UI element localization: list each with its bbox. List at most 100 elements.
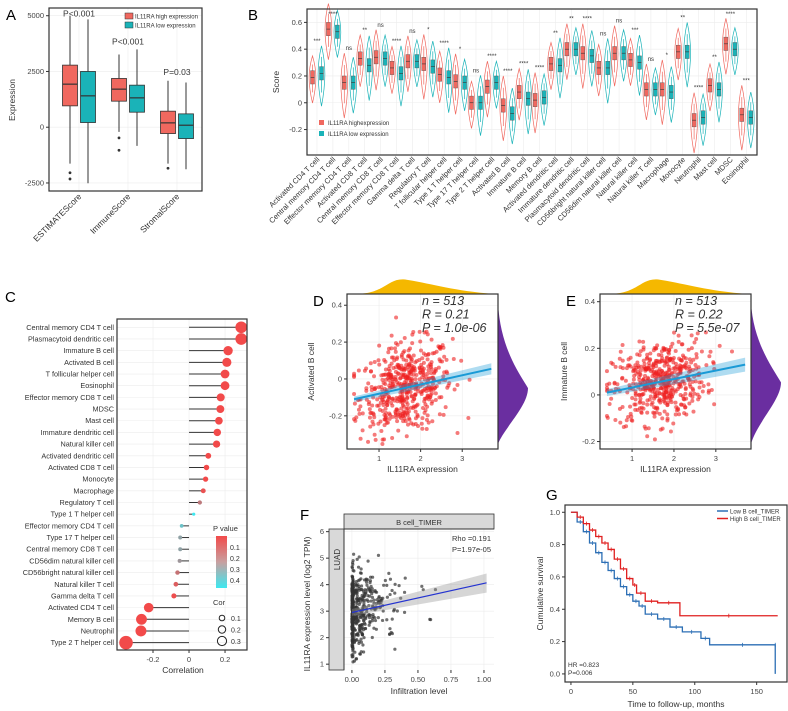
data-point: [658, 400, 663, 405]
data-point: [621, 424, 626, 429]
x-axis-label: Infiltration level: [391, 686, 448, 696]
data-point: [367, 400, 372, 405]
violin-shape: [460, 57, 469, 111]
data-point: [376, 601, 381, 605]
data-point: [361, 589, 365, 593]
data-point: [707, 354, 712, 359]
data-point: [433, 398, 438, 403]
violin-shape: [333, 9, 342, 58]
data-point: [351, 628, 355, 632]
data-point: [683, 385, 688, 390]
data-point: [697, 385, 702, 390]
violin-shape: [572, 26, 580, 75]
y-tick-label: 0.2: [292, 71, 302, 80]
data-point: [689, 360, 694, 365]
data-point: [632, 373, 637, 378]
data-point: [467, 377, 472, 382]
data-point: [398, 398, 403, 403]
facet-strip-label: B cell_TIMER: [396, 518, 442, 527]
data-point: [411, 365, 416, 370]
data-point: [692, 391, 697, 396]
violin-low: [556, 37, 564, 99]
violin-high: [626, 37, 635, 86]
data-point: [459, 358, 464, 363]
dot: [220, 369, 230, 379]
data-point: [637, 353, 642, 358]
data-point: [402, 336, 407, 341]
data-point: [413, 409, 418, 414]
violin-low: [445, 47, 453, 113]
data-point: [443, 405, 448, 410]
data-point: [376, 403, 381, 408]
data-point: [394, 407, 399, 412]
violin-low: [508, 87, 517, 145]
box-ESTIMATEScore-high: [62, 15, 78, 181]
data-point: [387, 396, 392, 401]
data-point: [404, 399, 409, 404]
significance-label: ****: [519, 62, 529, 68]
data-point: [390, 588, 394, 593]
data-point: [680, 342, 685, 347]
y-category-label: Effector memory CD8 T cell: [25, 393, 115, 402]
panel-C-lollipop: Central memory CD4 T cell Plasmacytoid de…: [23, 318, 248, 675]
data-point: [442, 370, 447, 375]
violin-high: [738, 85, 746, 151]
data-point: [423, 374, 428, 379]
data-point: [415, 412, 420, 417]
dot: [235, 333, 248, 345]
data-point: [375, 397, 380, 402]
data-point: [645, 434, 650, 439]
x-axis-label: IL11RA expression: [387, 464, 458, 474]
violin-high: [308, 54, 317, 104]
violin-shape: [508, 87, 517, 145]
data-point: [401, 409, 406, 414]
dot: [202, 476, 209, 482]
data-point: [452, 387, 457, 392]
data-point: [450, 336, 455, 341]
violin-shape: [747, 91, 755, 149]
box-ESTIMATEScore-low: [80, 19, 96, 184]
violin-shape: [381, 33, 389, 87]
x-tick-label: 150: [750, 687, 763, 696]
violin-high: [531, 72, 539, 134]
y-axis-label: Immature B cell: [559, 342, 569, 401]
lollipop-row: [178, 547, 190, 552]
plot-frame: [48, 7, 203, 192]
y-tick-label: -0.2: [329, 411, 342, 420]
data-point: [373, 385, 378, 390]
significance-label: *: [666, 53, 669, 59]
panel-label-E: E: [566, 293, 576, 310]
data-point: [620, 358, 625, 363]
data-point: [387, 374, 392, 379]
data-point: [645, 410, 650, 415]
data-point: [639, 405, 644, 410]
data-point: [352, 552, 356, 556]
data-point: [652, 405, 657, 410]
data-point: [425, 371, 430, 376]
lollipop-row: [189, 357, 232, 367]
data-point: [393, 341, 398, 346]
data-point: [668, 397, 673, 402]
data-point: [356, 579, 360, 583]
data-point: [421, 351, 426, 356]
data-point: [388, 577, 393, 581]
data-point: [641, 377, 646, 382]
data-point: [438, 346, 443, 351]
data-point: [673, 348, 678, 353]
legend-tick: 0.2: [230, 556, 240, 563]
data-point: [389, 346, 394, 351]
dot: [235, 321, 248, 334]
y-category-label: Mast cell: [85, 416, 114, 425]
data-point: [687, 382, 692, 387]
data-point: [652, 414, 657, 419]
dot: [173, 581, 179, 587]
data-point: [690, 394, 695, 399]
data-point: [352, 401, 357, 406]
data-point: [665, 418, 670, 423]
violin-high: [690, 92, 698, 154]
data-point: [679, 402, 684, 407]
data-point: [411, 381, 416, 386]
data-point: [380, 441, 385, 446]
data-point: [383, 578, 387, 583]
data-point: [385, 595, 389, 599]
